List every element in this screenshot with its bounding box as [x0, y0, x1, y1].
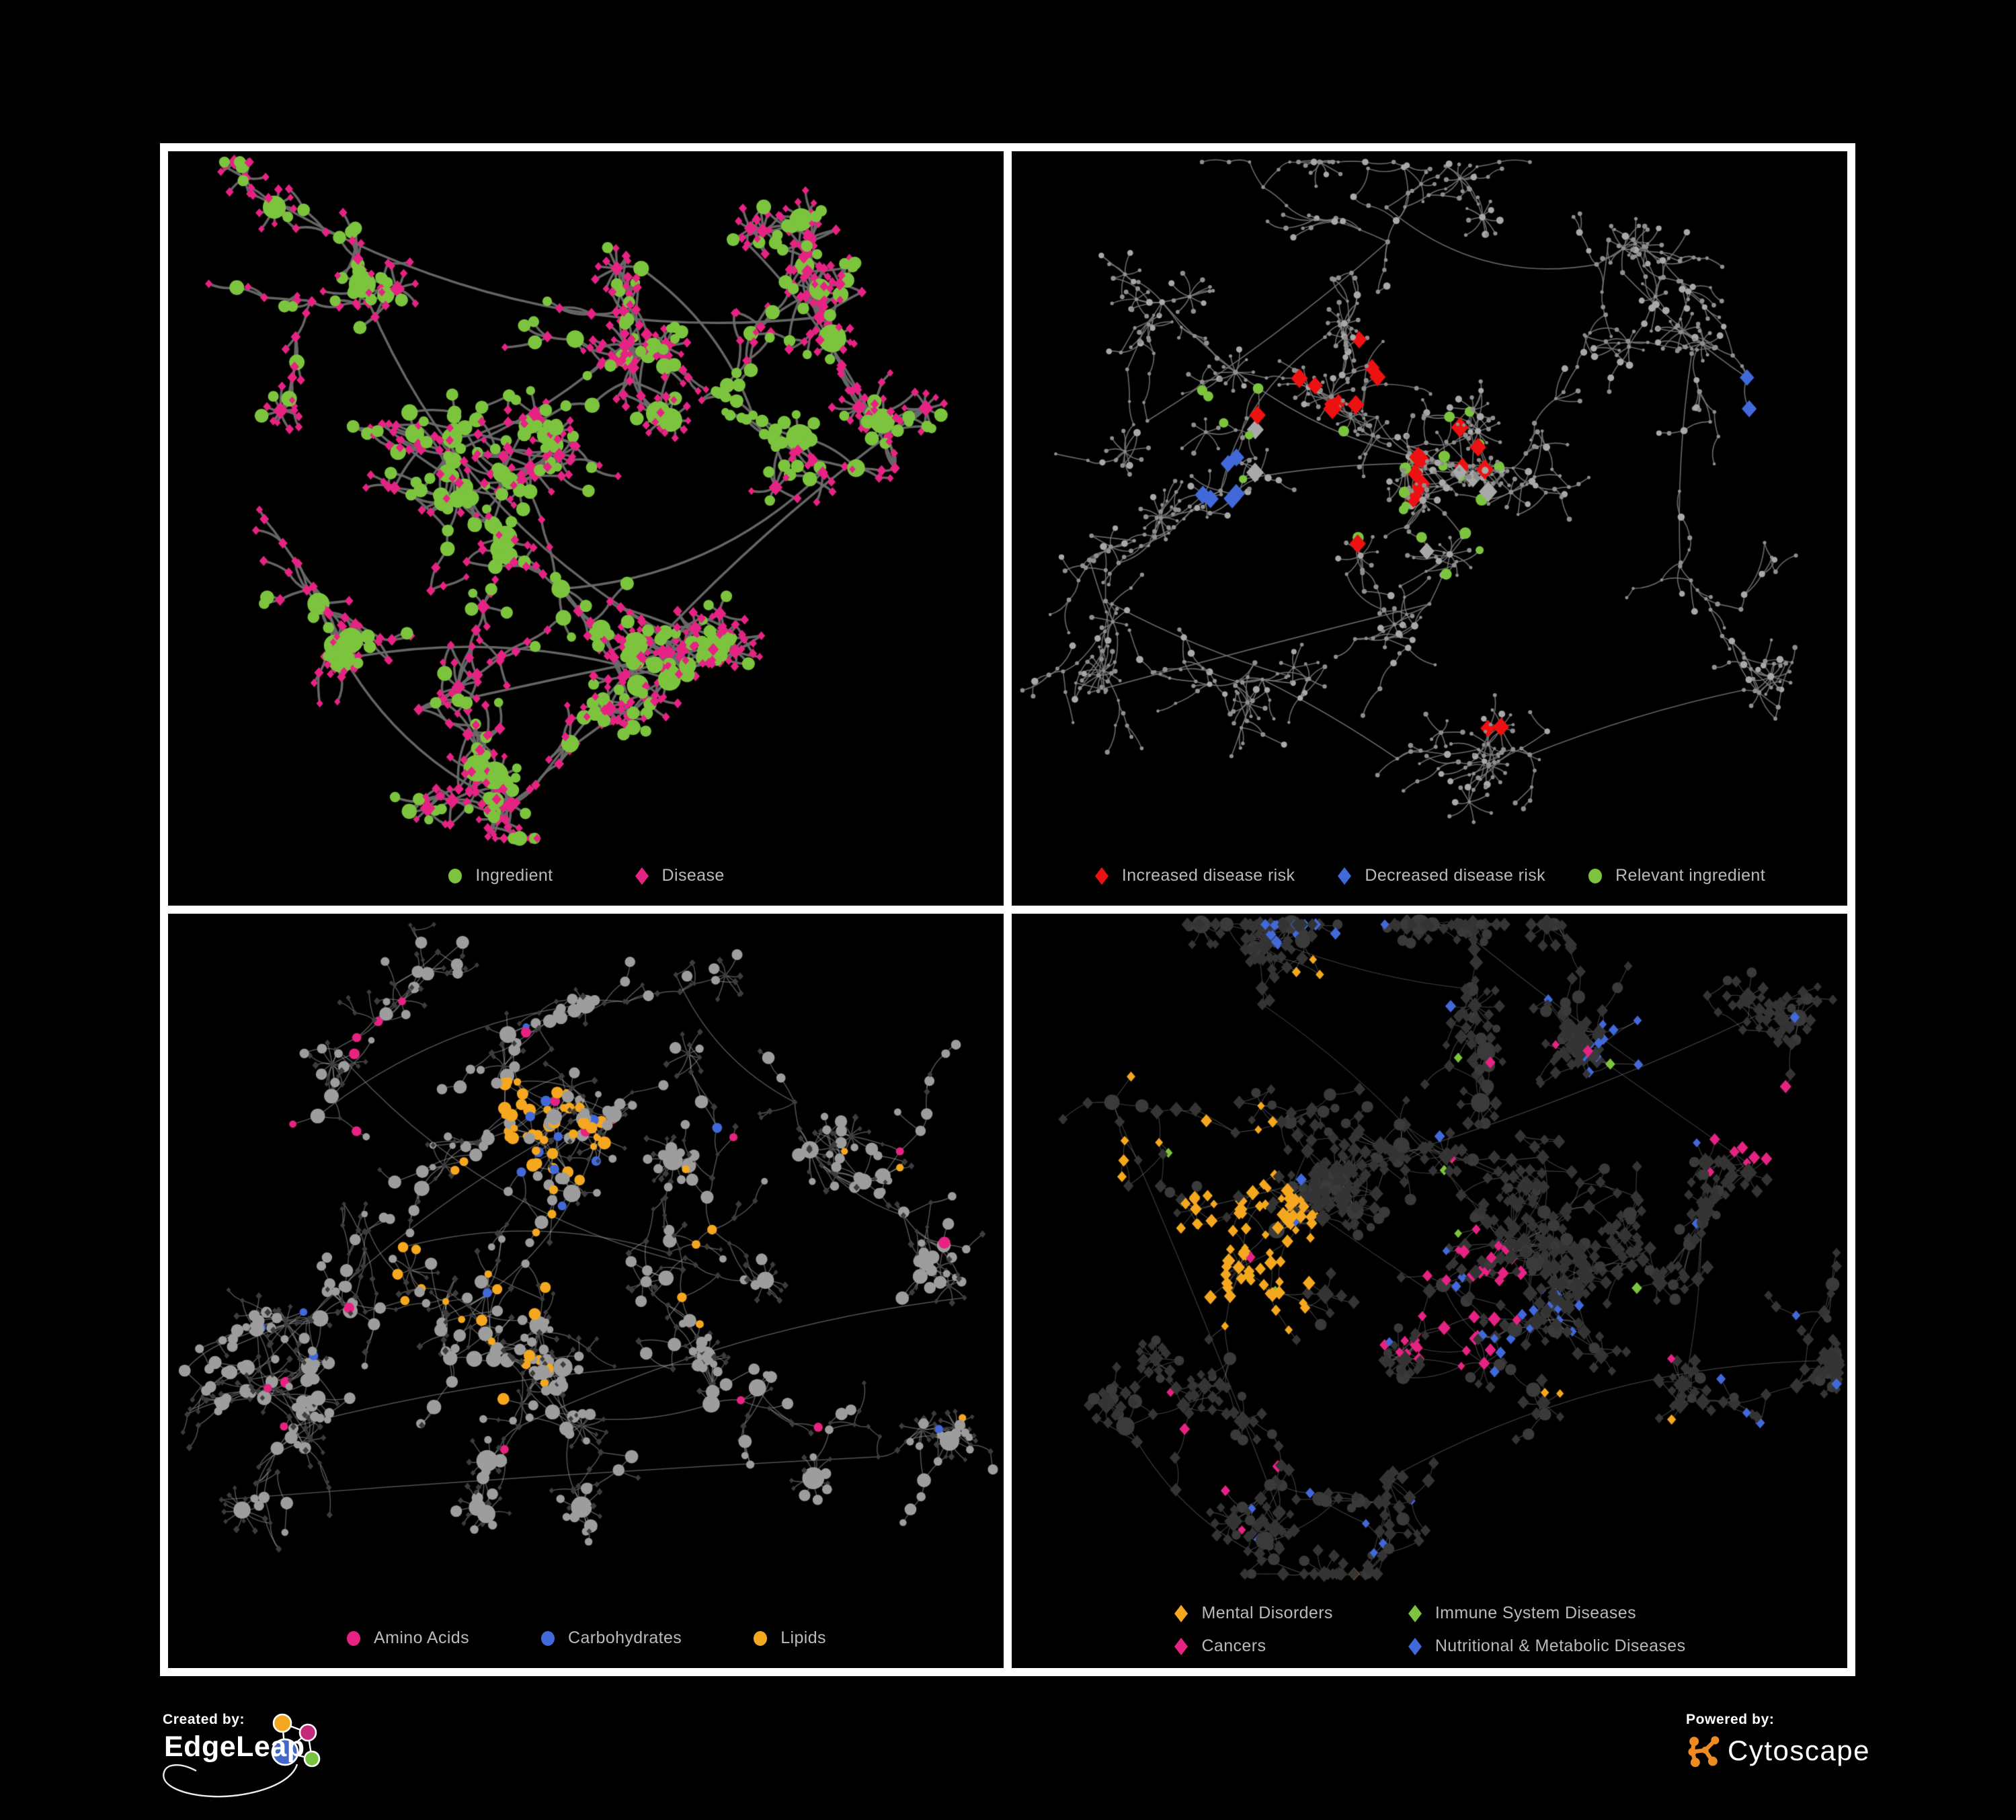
network-graph-disease-risk — [1012, 151, 1847, 906]
edgeleap-logo-icon — [163, 1713, 321, 1798]
legend-ingredient-disease: Ingredient Disease — [168, 866, 1004, 885]
panel-disease-risk: Increased disease risk Decreased disease … — [1012, 151, 1847, 906]
mental-disorders-diamond-marker-icon — [1174, 1604, 1188, 1622]
powered-by-block: Powered by: Cytosc — [1686, 1712, 1888, 1792]
legend-disease-classes: Mental Disorders Immune System Diseases Ca… — [1012, 1604, 1847, 1656]
legend-item-nutritional-metabolic-diseases: Nutritional & Metabolic Diseases — [1407, 1636, 1686, 1656]
carbohydrates-circle-marker-icon — [541, 1630, 555, 1646]
cytoscape-wordmark: Cytoscape — [1728, 1735, 1870, 1766]
legend-label: Cancers — [1201, 1636, 1266, 1655]
disease-diamond-marker-icon — [635, 867, 649, 885]
legend-item-disease: Disease — [634, 866, 725, 885]
legend-item-ingredient: Ingredient — [447, 866, 553, 885]
legend-label: Ingredient — [475, 866, 553, 885]
immune-system-diseases-diamond-marker-icon — [1408, 1604, 1422, 1622]
created-by-block: Created by: EdgeLeap — [163, 1712, 411, 1813]
legend-disease-risk: Increased disease risk Decreased disease … — [1012, 866, 1847, 885]
amino-acids-circle-marker-icon — [347, 1630, 361, 1646]
nutritional-metabolic-diseases-diamond-marker-icon — [1408, 1637, 1422, 1655]
panel-nutrients: Amino Acids Carbohydrates Lipids — [168, 914, 1004, 1668]
cytoscape-brand-row: Cytoscape — [1686, 1732, 1888, 1770]
network-graph-nutrients — [168, 914, 1004, 1668]
legend-nutrients: Amino Acids Carbohydrates Lipids — [168, 1628, 1004, 1648]
legend-label: Lipids — [780, 1628, 826, 1647]
network-graph-disease-classes — [1012, 914, 1847, 1668]
legend-label: Decreased disease risk — [1365, 866, 1546, 885]
panel-ingredient-disease: Ingredient Disease — [168, 151, 1004, 906]
increased-disease-risk-diamond-marker-icon — [1094, 867, 1108, 885]
legend-label: Carbohydrates — [568, 1628, 682, 1647]
legend-item-mental-disorders: Mental Disorders — [1173, 1604, 1332, 1623]
decreased-disease-risk-diamond-marker-icon — [1338, 867, 1352, 885]
cytoscape-logo-icon — [1688, 1736, 1720, 1768]
network-graph-ingredient-disease — [168, 151, 1004, 906]
legend-label: Relevant ingredient — [1615, 866, 1766, 885]
legend-item-cancers: Cancers — [1173, 1636, 1332, 1656]
legend-label: Increased disease risk — [1121, 866, 1295, 885]
legend-label: Amino Acids — [374, 1628, 470, 1647]
edgeleap-wordmark: EdgeLeap — [164, 1731, 305, 1763]
panel-disease-classes: Mental Disorders Immune System Diseases Ca… — [1012, 914, 1847, 1668]
legend-item-lipids: Lipids — [752, 1628, 826, 1648]
legend-item-decreased-disease-risk: Decreased disease risk — [1336, 866, 1545, 885]
created-by-label: Created by: — [163, 1712, 245, 1727]
powered-by-label: Powered by: — [1686, 1712, 1775, 1727]
legend-label: Immune System Diseases — [1435, 1604, 1636, 1622]
legend-item-immune-system-diseases: Immune System Diseases — [1407, 1604, 1686, 1623]
relevant-ingredient-circle-marker-icon — [1588, 868, 1603, 883]
legend-item-relevant-ingredient: Relevant ingredient — [1587, 866, 1765, 885]
legend-label: Mental Disorders — [1201, 1604, 1333, 1622]
cancers-diamond-marker-icon — [1174, 1637, 1188, 1655]
ingredient-circle-marker-icon — [448, 868, 462, 883]
legend-label: Disease — [661, 866, 725, 885]
legend-label: Nutritional & Metabolic Diseases — [1435, 1636, 1686, 1655]
legend-item-carbohydrates: Carbohydrates — [540, 1628, 682, 1648]
lipids-circle-marker-icon — [754, 1630, 768, 1646]
legend-item-amino-acids: Amino Acids — [346, 1628, 469, 1648]
figure-grid: Ingredient Disease Increased disease risk… — [160, 143, 1855, 1676]
legend-item-increased-disease-risk: Increased disease risk — [1094, 866, 1295, 885]
